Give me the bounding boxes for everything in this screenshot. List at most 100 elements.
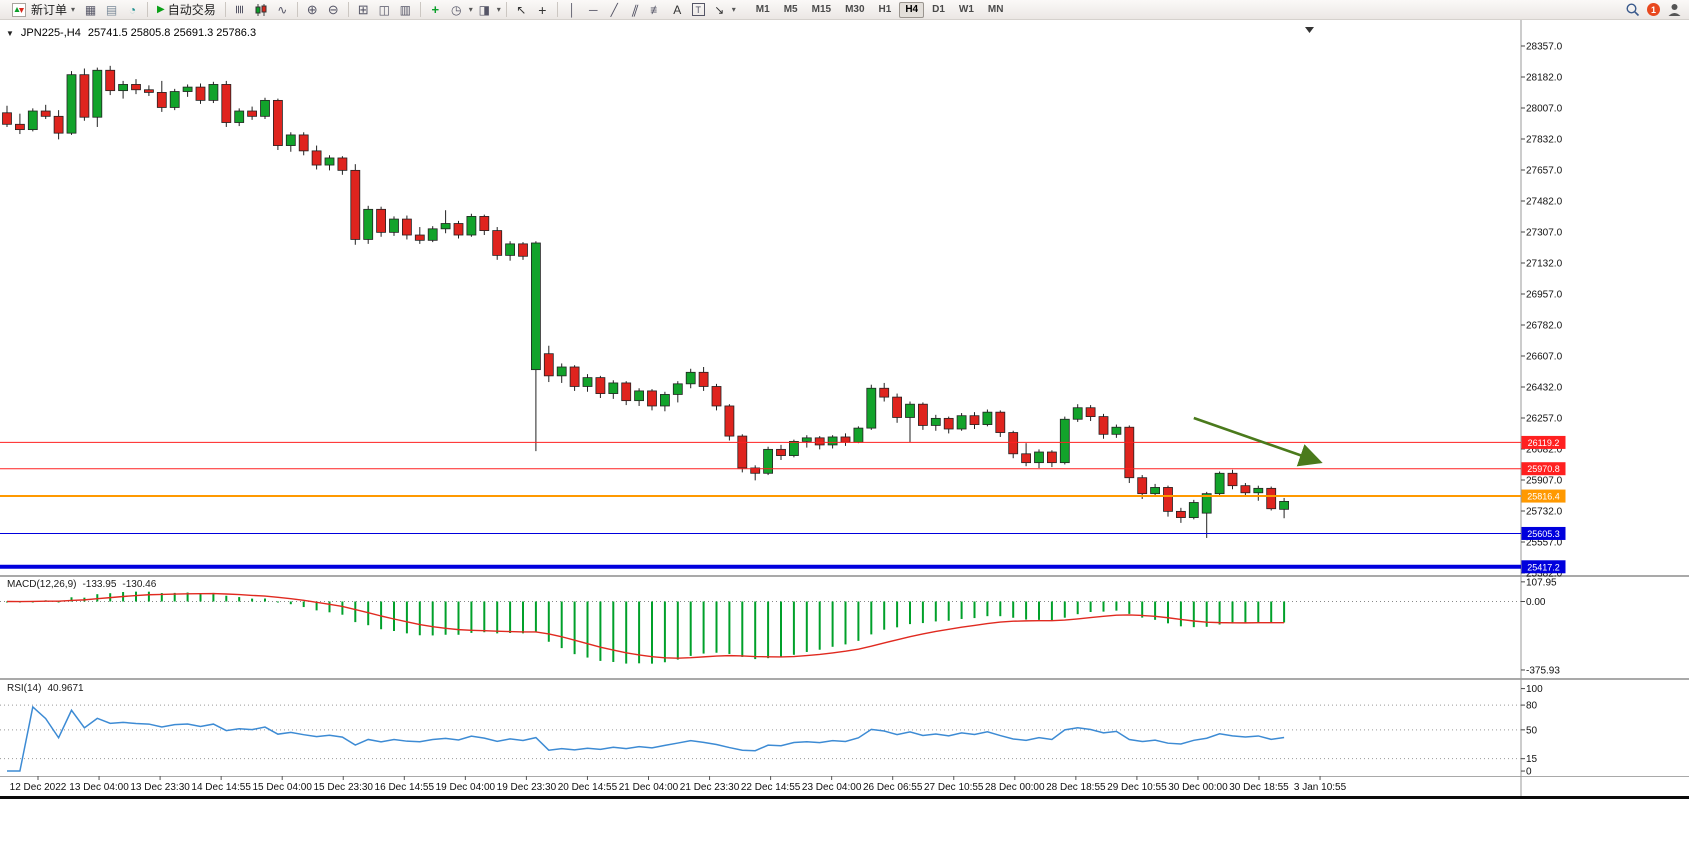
charts-icon[interactable]: ▦ [84,2,97,17]
price-axis: 28357.0 28182.0 28007.0 27832.0 27657.0 27482… [1521,42,1563,580]
chart-canvas[interactable]: 28357.0 28182.0 28007.0 27832.0 27657.0 27482… [0,20,1689,860]
arrows-caret-icon[interactable]: ▾ [731,5,736,14]
svg-text:27482.0: 27482.0 [1526,197,1563,208]
community-icon[interactable]: ◔ [128,2,137,17]
notification-badge[interactable]: 1 [1647,3,1660,16]
periods-caret-icon[interactable]: ▾ [468,5,473,14]
rsi-label-text: RSI(14) [7,683,42,694]
chart-shift-marker[interactable] [1305,27,1314,33]
svg-text:25605.3: 25605.3 [1527,529,1560,539]
horizontal-line-object[interactable]: 26119.2 [0,435,1566,449]
svg-text:21 Dec 23:30: 21 Dec 23:30 [680,782,740,793]
timeframe-button-m30[interactable]: M30 [845,4,865,15]
svg-text:30 Dec 18:55: 30 Dec 18:55 [1229,782,1289,793]
horizontal-line-object[interactable]: 25970.8 [0,462,1566,476]
timeframe-button-m5[interactable]: M5 [783,4,798,15]
svg-text:28 Dec 00:00: 28 Dec 00:00 [985,782,1045,793]
svg-text:28 Dec 18:55: 28 Dec 18:55 [1046,782,1106,793]
svg-text:27132.0: 27132.0 [1526,259,1563,270]
svg-text:13 Dec 04:00: 13 Dec 04:00 [69,782,129,793]
svg-text:100: 100 [1526,684,1543,695]
chart-window[interactable]: 28357.0 28182.0 28007.0 27832.0 27657.0 27482… [0,20,1689,860]
svg-text:21 Dec 04:00: 21 Dec 04:00 [619,782,679,793]
vertical-line-tool-icon[interactable]: │ [568,2,577,17]
svg-text:20 Dec 14:55: 20 Dec 14:55 [558,782,618,793]
text-tool-icon[interactable]: A [673,2,682,17]
symbol-dropdown-icon[interactable]: ▼ [6,28,14,38]
profiles-icon[interactable]: ▤ [105,2,118,17]
svg-text:25382.0: 25382.0 [1526,569,1563,580]
rsi-value: 40.9671 [47,683,84,694]
svg-text:27307.0: 27307.0 [1526,228,1563,239]
label-tool-icon[interactable]: T [689,1,708,18]
new-order-button[interactable]: 新订单 ▾ [5,1,79,19]
svg-text:50: 50 [1526,725,1538,736]
line-chart-mode-icon[interactable]: ∿ [277,2,288,17]
toolbar-right-cluster: 1 [1623,1,1684,18]
timeframe-button-m15[interactable]: M15 [811,4,832,15]
timeframe-button-d1[interactable]: D1 [932,4,945,15]
trend-arrow-object[interactable] [1193,416,1323,467]
timeframe-button-w1[interactable]: W1 [958,4,974,15]
cursor-tool-icon[interactable]: ↖ [516,2,527,17]
horizontal-line-object[interactable]: 25417.2 [0,560,1566,574]
candlestick-mode-icon[interactable] [252,1,271,18]
horizontal-line-tool-icon[interactable]: ─ [589,2,598,17]
toolbar-separator [556,2,558,17]
account-icon[interactable] [1665,1,1684,18]
autotrading-button[interactable]: ▶ 自动交易 [153,1,220,19]
svg-text:15: 15 [1526,754,1538,765]
horizontal-line-object[interactable]: 25605.3 [0,526,1566,540]
templates-caret-icon[interactable]: ▾ [496,5,501,14]
arrange-windows-icon[interactable]: ▥ [399,2,411,17]
svg-text:26257.0: 26257.0 [1526,414,1563,425]
fibonacci-tool-icon[interactable]: ≢ [650,2,663,17]
chart-ohlc-values: 25741.5 25805.8 25691.3 25786.3 [87,27,257,39]
timeframe-button-h4[interactable]: H4 [899,1,925,18]
toolbar-separator [347,2,349,17]
svg-text:27 Dec 10:55: 27 Dec 10:55 [924,782,984,793]
indicators-icon[interactable]: + [431,2,440,17]
svg-text:25557.0: 25557.0 [1526,538,1563,549]
timeframe-button-h1[interactable]: H1 [878,4,892,15]
autotrading-label: 自动交易 [167,3,216,17]
svg-text:0.00: 0.00 [1526,597,1546,608]
chart-header[interactable]: ▼ JPN225-,H4 25741.5 25805.8 25691.3 257… [6,27,256,39]
search-icon[interactable] [1623,1,1642,18]
price-line-tag [1521,462,1566,476]
crosshair-tool-icon[interactable]: + [538,1,547,18]
top-toolbar: 新订单 ▾ ▦ ▤ ◔ ▶ 自动交易 ≣ ∿ ⊕ ⊖ ⊞ ◫ ▥ + ◷ ▾ ◨… [0,0,1689,20]
svg-text:26082.0: 26082.0 [1526,445,1563,456]
zoom-in-icon[interactable]: ⊕ [306,1,318,17]
zoom-out-icon[interactable]: ⊖ [327,1,339,17]
horizontal-line-object[interactable]: 25816.4 [0,489,1566,503]
svg-text:27832.0: 27832.0 [1526,135,1563,146]
timeframe-toolbar: M1 M5 M15 M30 H1 H4 D1 W1 MN [750,1,1010,18]
trendline-tool-icon[interactable]: ╱ [610,2,618,17]
new-order-caret-icon: ▾ [71,5,76,14]
svg-text:13 Dec 23:30: 13 Dec 23:30 [130,782,190,793]
price-line-tag [1521,560,1566,574]
cascade-windows-icon[interactable]: ◫ [378,2,390,17]
svg-text:22 Dec 14:55: 22 Dec 14:55 [741,782,801,793]
panel-dividers [0,20,1689,799]
toolbar-separator [147,2,149,17]
arrows-tool-icon[interactable]: ↘ [714,2,725,17]
bar-chart-mode-icon[interactable]: ≣ [233,4,248,15]
svg-text:25417.2: 25417.2 [1527,562,1560,572]
templates-icon[interactable]: ◨ [478,2,490,17]
timeframe-button-mn[interactable]: MN [987,4,1004,15]
new-order-icon [9,1,28,18]
svg-text:29 Dec 10:55: 29 Dec 10:55 [1107,782,1167,793]
svg-text:23 Dec 04:00: 23 Dec 04:00 [802,782,862,793]
candles-layer [2,65,1289,538]
tile-windows-icon[interactable]: ⊞ [357,1,369,17]
svg-text:15 Dec 23:30: 15 Dec 23:30 [314,782,374,793]
timeframe-button-m1[interactable]: M1 [755,4,770,15]
periods-icon[interactable]: ◷ [451,2,462,17]
svg-text:28357.0: 28357.0 [1526,42,1563,53]
svg-text:25970.8: 25970.8 [1527,464,1560,474]
svg-text:3 Jan 10:55: 3 Jan 10:55 [1294,782,1347,793]
channel-tool-icon[interactable]: ∥ [630,2,641,17]
svg-text:28182.0: 28182.0 [1526,73,1563,84]
